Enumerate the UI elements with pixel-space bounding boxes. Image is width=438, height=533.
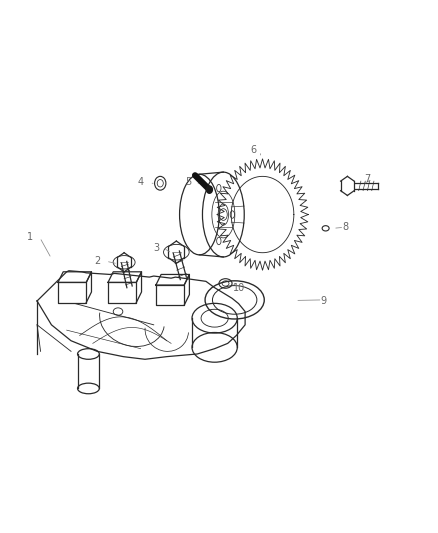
Text: 7: 7 xyxy=(364,174,370,184)
Text: 2: 2 xyxy=(94,256,100,266)
Text: 8: 8 xyxy=(342,222,348,232)
Text: 5: 5 xyxy=(185,176,192,187)
Text: 6: 6 xyxy=(251,145,257,155)
Ellipse shape xyxy=(206,186,212,193)
Text: 9: 9 xyxy=(320,296,326,306)
Text: 4: 4 xyxy=(138,176,144,187)
Text: 10: 10 xyxy=(233,282,245,293)
Text: 3: 3 xyxy=(153,243,159,253)
Text: 1: 1 xyxy=(27,232,33,243)
